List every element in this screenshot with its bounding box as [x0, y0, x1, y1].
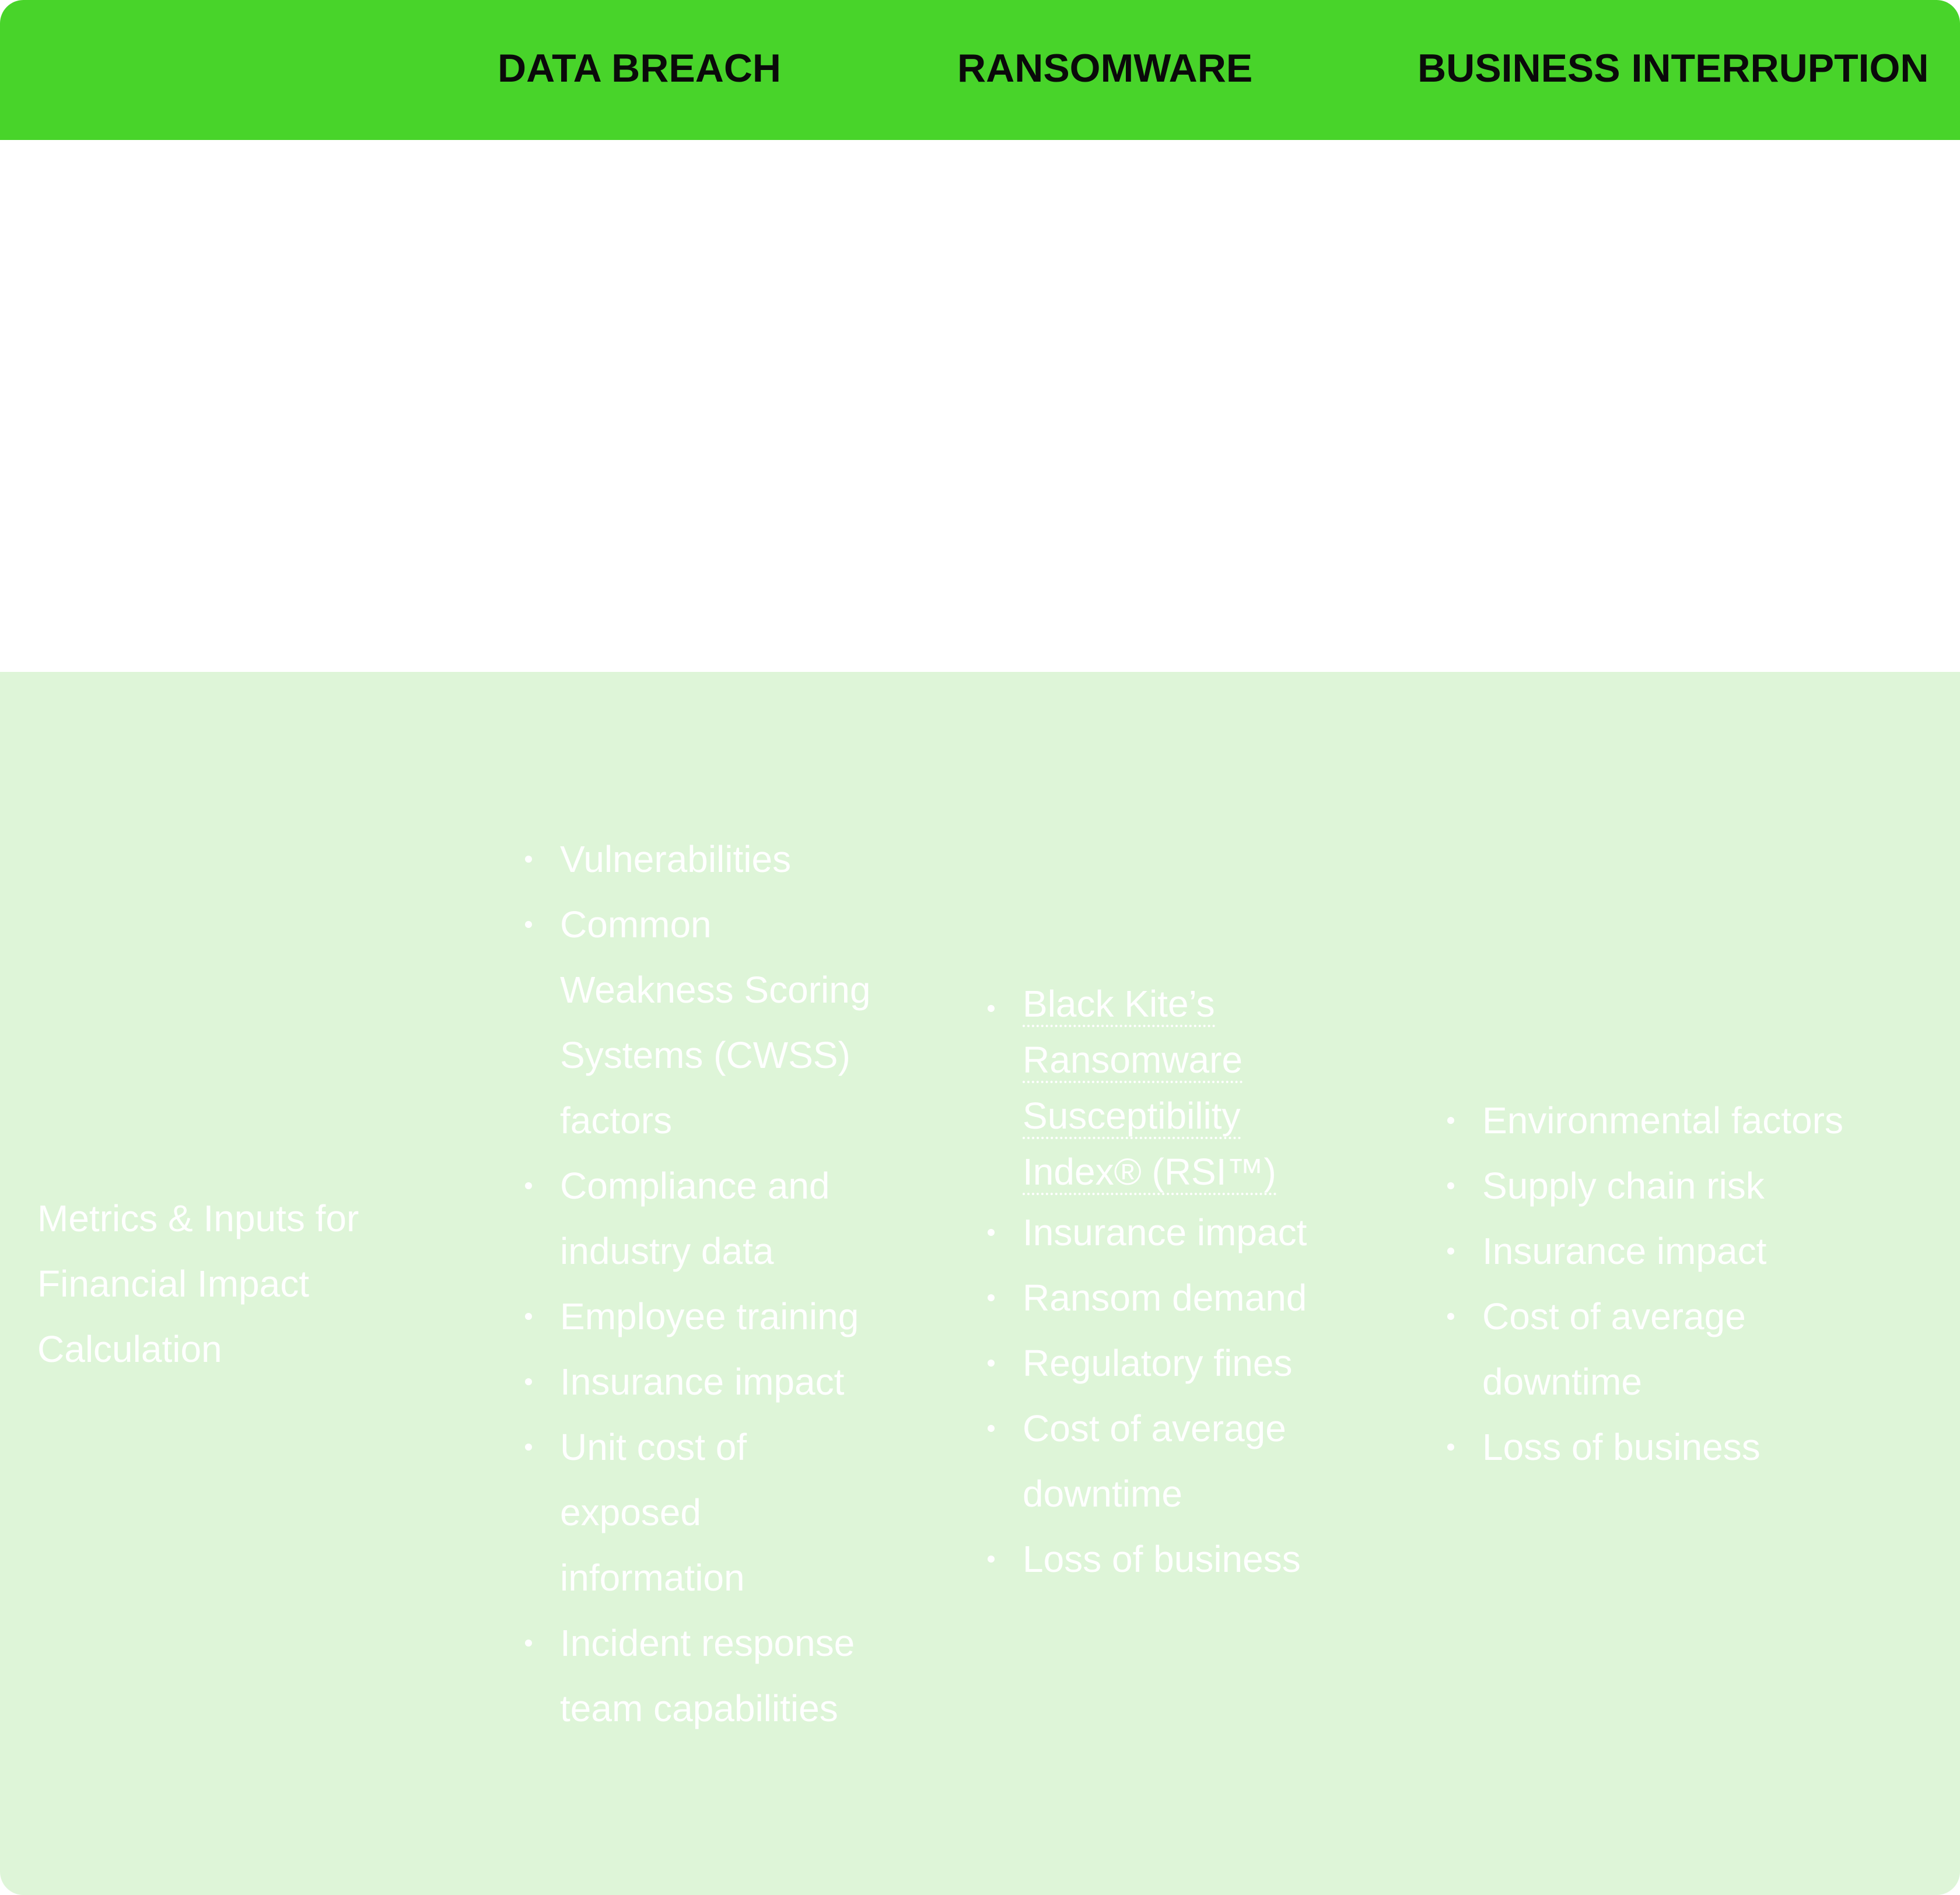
list-item: Loss of business [988, 1526, 1338, 1592]
list-item: Cost of average downtime [1447, 1284, 1914, 1414]
cell-business-interruption: Environmental factors Supply chain risk … [1447, 672, 1926, 1895]
cell-business-interruption: Environmental factors (e.g., earthquakes… [1447, 140, 1926, 672]
list-item: Common Weakness Scoring Systems (CWSS) f… [525, 892, 887, 1153]
list-item: Insurance impact [1447, 1218, 1914, 1284]
cell-ransomware: Black Kite’s Ransomware Susceptibility I… [988, 672, 1361, 1895]
cell-data-breach: Security controls Compliance results Ind… [525, 140, 898, 672]
header-ransomware: RANSOMWARE [957, 46, 1253, 90]
list-item: Supply chain risk [1447, 1153, 1914, 1218]
header-business-interruption: BUSINESS INTERRUPTION [1418, 46, 1929, 90]
row-label-text: What is Analyzed on a Vendor [37, 352, 407, 460]
list-item: Compliance results [525, 341, 887, 406]
cell-data-breach: Vulnerabilities Common Weakness Scoring … [525, 672, 898, 1895]
list-item: Environmental factors [1447, 1088, 1914, 1153]
list-item: Geopolitical risks (e.g., riots, protest… [1447, 471, 1914, 602]
list-item: Cost of average downtime [988, 1396, 1338, 1526]
rsi-link-item[interactable]: Black Kite’s Ransomware Susceptibility I… [988, 976, 1338, 1200]
list-item: Incident response team capabilities [525, 1610, 887, 1741]
table-row-metrics: Metrics & Inputs for Financial Impact Ca… [0, 672, 1960, 1895]
list-item: Previous ransomware incidents [988, 406, 1338, 602]
header-data-breach: DATA BREACH [498, 46, 782, 90]
rsi-link[interactable]: Black Kite’s Ransomware Susceptibility I… [1023, 982, 1276, 1195]
list-item: Regulatory fines [988, 1330, 1338, 1396]
list-item: Emerging attack vectors [988, 275, 1338, 406]
list-item: Vulnerabilities [525, 826, 887, 892]
table-header: DATA BREACH RANSOMWARE BUSINESS INTERRUP… [0, 0, 1960, 140]
list-item: Insurance impact [988, 1200, 1338, 1265]
list-item: Unit cost of exposed information [525, 1414, 887, 1610]
row-label-text: Metrics & Inputs for Financial Impact Ca… [37, 1197, 359, 1370]
row-label: Metrics & Inputs for Financial Impact Ca… [37, 672, 457, 1895]
list-item: Loss of business [1447, 1414, 1914, 1480]
list-item: Ransom demand [988, 1265, 1338, 1330]
row-label: What is Analyzed on a Vendor [37, 140, 457, 672]
cell-ransomware: Security controls Emerging attack vector… [988, 140, 1361, 672]
list-item: Security controls [525, 275, 887, 341]
list-item: Compliance and industry data [525, 1153, 887, 1284]
list-item: Industry-specific threat data [525, 406, 887, 537]
list-item: Employee training [525, 1284, 887, 1349]
table-row-analyzed: What is Analyzed on a Vendor Security co… [0, 140, 1960, 672]
list-item: Environmental factors (e.g., earthquakes… [1447, 210, 1914, 406]
list-item: Security controls [988, 210, 1338, 275]
list-item: Supply chain risk [1447, 406, 1914, 471]
list-item: Insurance impact [525, 1349, 887, 1414]
